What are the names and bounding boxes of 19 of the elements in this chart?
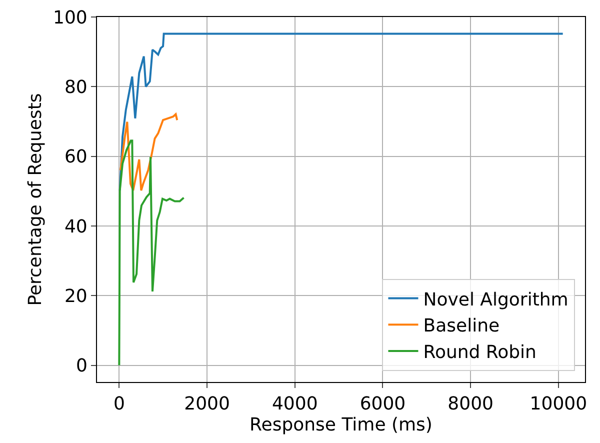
x-tick-label: 0 — [113, 394, 125, 415]
legend-label: Novel Algorithm — [423, 289, 568, 310]
x-tick-label: 6000 — [360, 394, 406, 415]
y-tick-label: 0 — [76, 356, 88, 377]
x-tick-label: 8000 — [448, 394, 494, 415]
y-tick-label: 40 — [64, 216, 88, 238]
y-tick-label: 60 — [64, 146, 88, 168]
x-tick-label: 4000 — [272, 394, 318, 415]
y-tick-label: 80 — [64, 76, 88, 98]
y-tick-label: 20 — [64, 286, 88, 307]
x-tick-label: 10000 — [530, 394, 588, 415]
legend-label: Round Robin — [423, 342, 536, 364]
line-series — [120, 113, 178, 192]
legend-label: Baseline — [423, 316, 500, 337]
x-tick-label: 2000 — [184, 394, 230, 415]
x-axis-title: Response Time (ms) — [250, 414, 432, 436]
line-series — [118, 140, 185, 366]
y-tick-label: 100 — [53, 7, 88, 28]
y-axis-title: Percentage of Requests — [25, 93, 46, 306]
